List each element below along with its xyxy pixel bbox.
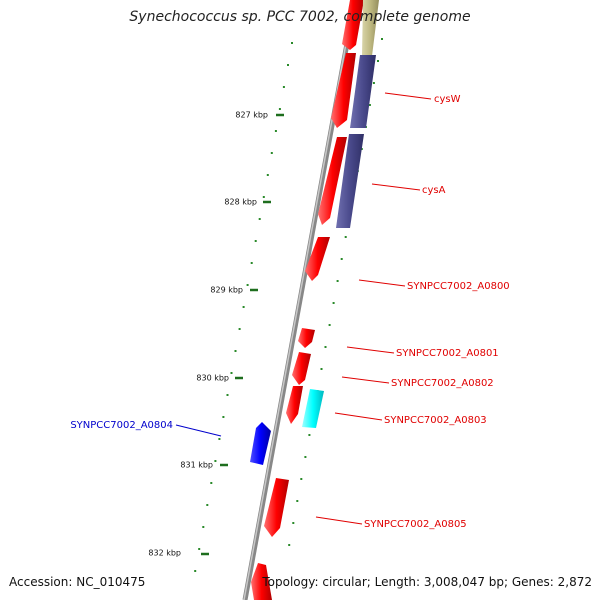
tick-label: 828 kbp [224, 198, 257, 207]
dot-track-left [230, 372, 233, 374]
dot-track-left [206, 504, 209, 506]
dot-track-right [292, 522, 295, 524]
gene-label-A0802[interactable]: SYNPCC7002_A0802 [391, 378, 494, 389]
dot-track-left [234, 350, 237, 352]
leader-line [346, 346, 395, 354]
dot-track-left [198, 548, 201, 550]
dot-track-left [287, 64, 289, 66]
dot-track-right [381, 38, 383, 40]
gene-label-A0805[interactable]: SYNPCC7002_A0805 [364, 519, 467, 530]
tick-label: 831 kbp [180, 461, 213, 470]
dot-track-right [372, 82, 375, 84]
tick-label: 832 kbp [148, 549, 181, 558]
accession-label: Accession: NC_010475 [9, 575, 146, 589]
gene-glyph-A0803-red[interactable] [286, 386, 303, 424]
gene-glyph-cysW-red[interactable] [331, 53, 356, 128]
dot-track-left [246, 284, 249, 286]
gene-glyph-A0805[interactable] [264, 478, 289, 537]
dot-track-right [328, 324, 331, 326]
dot-track-right [336, 280, 339, 282]
tick-label: 829 kbp [210, 286, 243, 295]
genome-title: Synechococcus sp. PCC 7002, complete gen… [129, 9, 471, 25]
gene-glyph-cysW-operon[interactable] [350, 55, 376, 128]
dot-track-left [210, 482, 213, 484]
dot-track-left [242, 306, 245, 308]
dot-track-left [218, 438, 221, 440]
dot-track-left [291, 42, 293, 44]
leader-line [315, 516, 363, 525]
gene-glyph-A0802[interactable] [292, 352, 311, 385]
dot-track-right [296, 500, 299, 502]
dot-track-left [282, 86, 285, 88]
dot-track-left [278, 108, 281, 110]
dot-track-right [300, 478, 303, 480]
dot-track-right [288, 544, 291, 546]
gene-label-A0804[interactable]: SYNPCC7002_A0804 [70, 420, 173, 431]
leader-line [341, 376, 390, 384]
gene-glyph-A0800[interactable] [305, 237, 330, 281]
leader-line [175, 424, 222, 437]
dot-track-left [258, 218, 261, 220]
dot-track-right [344, 236, 347, 238]
dot-track-right [304, 456, 307, 458]
gene-labels: cysW cysA SYNPCC7002_A0800 SYNPCC7002_A0… [70, 94, 509, 530]
gene-label-A0801[interactable]: SYNPCC7002_A0801 [396, 348, 499, 359]
gene-label-A0800[interactable]: SYNPCC7002_A0800 [407, 281, 510, 292]
dot-track-right [340, 258, 343, 260]
dot-track-left [238, 328, 241, 330]
dot-track-left [270, 152, 273, 154]
tick-label: 827 kbp [235, 111, 268, 120]
leader-line [334, 412, 383, 421]
dot-track-left [274, 130, 277, 132]
dot-track-left [250, 262, 253, 264]
gene-glyph-bottom[interactable] [251, 563, 272, 600]
gene-glyph-cysA-operon[interactable] [336, 134, 364, 228]
dot-track-left [262, 196, 265, 198]
gene-glyph-top-olive[interactable] [362, 0, 379, 56]
gene-label-cysW[interactable]: cysW [434, 94, 461, 105]
dot-track-right [377, 60, 379, 62]
gene-glyph-A0804[interactable] [250, 422, 271, 465]
dot-track-right [360, 148, 363, 150]
dot-track-left [194, 570, 197, 572]
dot-track-right [320, 368, 323, 370]
gene-label-cysA[interactable]: cysA [422, 185, 446, 196]
dot-track-left [222, 416, 225, 418]
dot-track-right [368, 104, 371, 106]
leader-line [384, 92, 432, 100]
gene-features[interactable] [250, 0, 379, 600]
dot-track-left [254, 240, 257, 242]
scale-ticks: 827 kbp 828 kbp 829 kbp 830 kbp 831 kbp … [148, 111, 284, 558]
gene-glyph-A0803-cyan[interactable] [302, 389, 324, 428]
dot-track-left [266, 174, 269, 176]
leader-line [371, 183, 421, 191]
dot-track-right [332, 302, 335, 304]
gene-label-A0803[interactable]: SYNPCC7002_A0803 [384, 415, 487, 426]
leader-line [358, 279, 406, 287]
topology-info: Topology: circular; Length: 3,008,047 bp… [262, 575, 592, 589]
gene-glyph-cysA-red[interactable] [318, 137, 347, 225]
tick-label: 830 kbp [196, 374, 229, 383]
dot-track-left [214, 460, 217, 462]
dot-track-right [308, 434, 311, 436]
dot-track-left [202, 526, 205, 528]
gene-glyph-top-red[interactable] [342, 0, 364, 50]
label-leader-lines [175, 92, 432, 525]
dot-track-right [324, 346, 327, 348]
dot-track-left [226, 394, 229, 396]
gene-glyph-A0801[interactable] [298, 328, 315, 348]
